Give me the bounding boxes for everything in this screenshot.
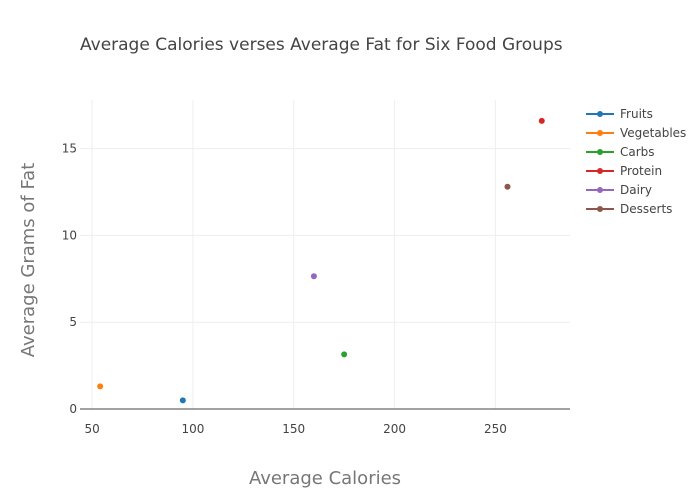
x-axis-title: Average Calories (249, 468, 401, 489)
legend-marker (597, 168, 603, 174)
legend-label: Desserts (620, 202, 672, 216)
data-points (97, 117, 545, 404)
legend-item-desserts[interactable]: Desserts (586, 202, 672, 216)
point-protein[interactable] (538, 117, 545, 124)
chart-title: Average Calories verses Average Fat for … (80, 35, 563, 55)
point-carbs[interactable] (341, 351, 348, 358)
point-fruits[interactable] (179, 397, 186, 404)
legend-marker (597, 149, 603, 155)
legend-label: Fruits (620, 107, 653, 121)
legend-item-dairy[interactable]: Dairy (586, 183, 652, 197)
x-tick-label: 200 (383, 422, 406, 436)
y-axis-title: Average Grams of Fat (18, 163, 39, 358)
legend-item-carbs[interactable]: Carbs (586, 145, 655, 159)
legend-marker (597, 187, 603, 193)
x-tick-label: 250 (484, 422, 507, 436)
legend-item-fruits[interactable]: Fruits (586, 107, 653, 121)
x-tick-label: 100 (181, 422, 204, 436)
grid-lines (80, 100, 570, 409)
legend-label: Vegetables (620, 126, 686, 140)
legend-label: Dairy (620, 183, 652, 197)
y-tick-label: 15 (62, 142, 77, 156)
legend-label: Carbs (620, 145, 655, 159)
point-desserts[interactable] (504, 183, 511, 190)
point-dairy[interactable] (310, 273, 317, 280)
y-tick-label: 0 (69, 402, 77, 416)
legend-marker (597, 130, 603, 136)
legend-item-vegetables[interactable]: Vegetables (586, 126, 686, 140)
legend-item-protein[interactable]: Protein (586, 164, 662, 178)
x-tick-label: 150 (282, 422, 305, 436)
y-tick-label: 5 (69, 315, 77, 329)
point-vegetables[interactable] (97, 383, 104, 390)
y-tick-label: 10 (62, 228, 77, 242)
legend-marker (597, 206, 603, 212)
legend: Fruits Vegetables Carbs Protein Dairy Dessert… (586, 107, 686, 216)
legend-marker (597, 111, 603, 117)
legend-label: Protein (620, 164, 662, 178)
axes: 50 100 150 200 250 0 5 10 15 (62, 142, 570, 436)
x-tick-label: 50 (84, 422, 99, 436)
